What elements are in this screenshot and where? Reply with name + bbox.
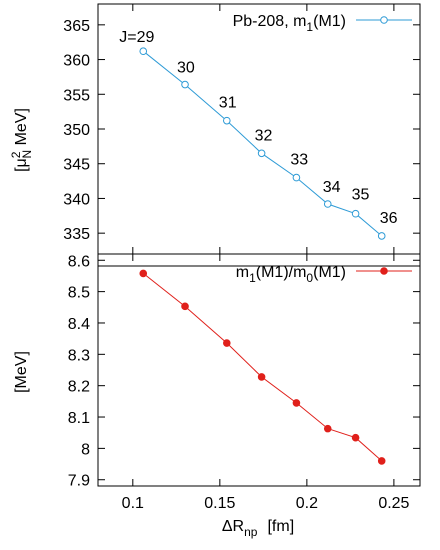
top-y-tick-label: 340 [63,191,90,208]
x-tick-label: 0.15 [204,495,235,512]
top-point-label: 31 [219,95,237,112]
top-y-tick-label: 360 [63,53,90,70]
bottom-y-tick-label: 8.2 [68,379,90,396]
bottom-plot-frame [97,253,421,487]
top-data-point [351,209,360,218]
bottom-y-ticks: 7.9 8 8.1 8.2 8.3 8.4 8.5 8.6 [68,253,420,490]
top-x-ticks [132,4,395,254]
bottom-data-point [292,399,301,407]
top-point-labels: J=29 30 31 32 33 34 35 36 [119,29,397,227]
top-point-label: 30 [177,60,195,77]
top-y-ticks: 335 340 345 350 355 360 365 [63,18,420,243]
bottom-series-line [142,273,383,462]
top-y-tick-label: 335 [63,226,90,243]
x-axis-label: ΔRnp [fm] [222,518,294,539]
top-point-label: J=29 [119,29,154,46]
top-legend: Pb-208, m1(M1) [233,13,412,34]
top-legend-marker [380,16,388,24]
top-data-point [139,47,148,56]
top-legend-label: Pb-208, m1(M1) [233,13,346,34]
top-y-tick-label: 365 [63,18,90,35]
top-series [139,47,386,240]
x-tick-label: 0.2 [296,495,318,512]
bottom-y-tick-label: 8.4 [68,316,90,333]
top-point-label: 33 [290,152,308,169]
bottom-y-tick-label: 8.3 [68,347,90,364]
x-tick-label: 0.1 [122,495,144,512]
top-data-point [323,200,332,208]
bottom-data-point [323,424,332,433]
top-series-line [142,50,383,237]
bottom-data-point [351,433,360,442]
bottom-data-point [181,302,189,311]
top-data-point [257,149,266,158]
top-data-point [223,116,231,125]
bottom-data-point [257,373,266,381]
bottom-y-tick-label: 8.1 [68,410,90,427]
bottom-y-tick-label: 8.6 [68,253,90,270]
top-point-label: 35 [352,187,370,204]
bottom-y-tick-label: 7.9 [68,473,90,490]
top-point-label: 32 [255,127,273,144]
bottom-data-point [223,339,231,347]
bottom-data-point [377,457,386,465]
bottom-x-ticks: 0.1 0.15 0.2 0.25 [122,254,410,512]
bottom-panel: 7.9 8 8.1 8.2 8.3 8.4 8.5 8.6 0.1 0.15 0.2 0.25 [M… [13,253,421,539]
top-point-label: 34 [323,179,341,196]
bottom-series [139,269,386,465]
bottom-data-point [139,269,148,278]
bottom-legend-label: m1(M1)/m0(M1) [236,264,346,285]
bottom-legend-marker [380,267,388,275]
top-data-point [181,80,189,89]
top-panel: 335 340 345 350 355 360 365 J=29 30 31 32 33 34 35 36… [9,3,421,267]
top-data-point [377,232,386,240]
x-tick-label: 0.25 [378,495,409,512]
top-y-tick-label: 345 [63,157,90,174]
top-y-label-sub: N [20,150,34,159]
top-y-tick-label: 355 [63,87,90,104]
top-data-point [292,173,301,182]
bottom-legend: m1(M1)/m0(M1) [236,264,412,285]
bottom-y-tick-label: 8.5 [68,285,90,302]
top-y-label-sup: 2 [9,151,23,158]
top-point-label: 36 [380,210,398,227]
top-plot-frame [97,3,421,267]
top-y-axis-label: [μ2N MeV] [9,108,34,172]
bottom-y-tick-label: 8 [81,441,90,458]
top-y-tick-label: 350 [63,122,90,139]
bottom-y-axis-label: [MeV] [13,351,30,393]
